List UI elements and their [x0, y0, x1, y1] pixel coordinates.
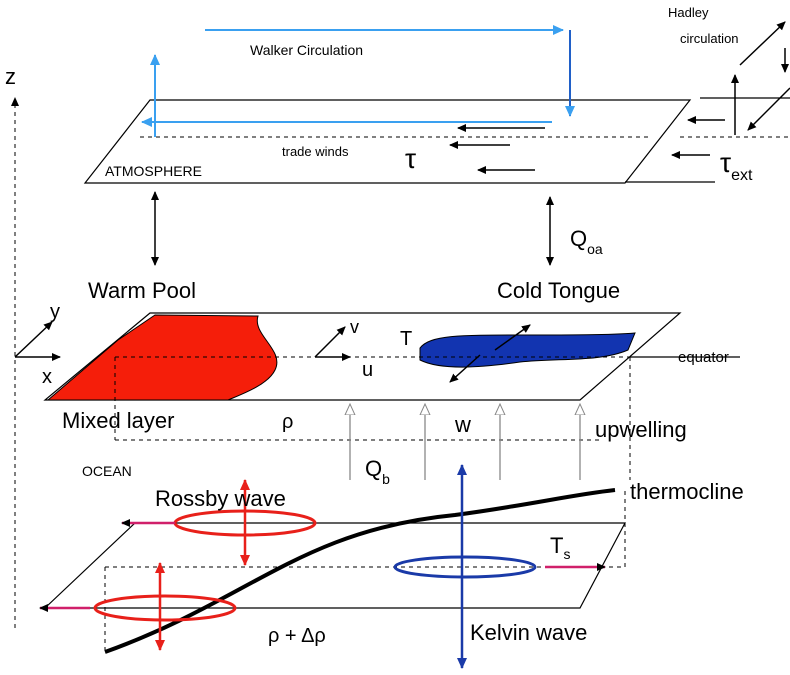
- q-b-label: Qb: [365, 456, 390, 487]
- u-label: u: [362, 359, 373, 381]
- equator-label: equator: [678, 349, 729, 366]
- t-label: T: [400, 328, 412, 350]
- w-label: w: [454, 412, 471, 437]
- axis-label: x: [42, 366, 52, 388]
- walker-label: Walker Circulation: [250, 42, 363, 58]
- v-label: v: [350, 317, 359, 337]
- axis-label: y: [50, 301, 60, 323]
- rho-label: ρ: [282, 411, 293, 433]
- hadley-label: circulation: [680, 31, 739, 46]
- warm-pool-label: Warm Pool: [88, 278, 196, 303]
- symbol: T: [550, 533, 563, 558]
- diagram: Walker Circulation Hadley circulation z …: [0, 0, 790, 675]
- subscript: s: [563, 546, 570, 562]
- rossby-label: Rossby wave: [155, 486, 286, 511]
- tau-ext-label: τext: [720, 147, 753, 184]
- upwelling-label: upwelling: [595, 417, 687, 442]
- subscript: oa: [587, 241, 603, 257]
- t-s-label: Ts: [550, 533, 570, 562]
- thermocline-label: thermocline: [630, 479, 744, 504]
- labels: Walker Circulation Hadley circulation z …: [5, 5, 753, 647]
- cold-tongue-label: Cold Tongue: [497, 278, 620, 303]
- tau-label: τ: [405, 143, 416, 174]
- q-oa-label: Qoa: [570, 226, 603, 257]
- kelvin-label: Kelvin wave: [470, 620, 587, 645]
- symbol: τ: [720, 147, 731, 178]
- mixed-layer-label: Mixed layer: [62, 408, 174, 433]
- atmosphere-label: ATMOSPHERE: [105, 163, 202, 179]
- symbol: Q: [570, 226, 587, 251]
- ocean-label: OCEAN: [82, 463, 132, 479]
- trade-winds-label: trade winds: [282, 144, 349, 159]
- hadley-label: Hadley: [668, 5, 709, 20]
- axis-label: z: [5, 64, 16, 89]
- subscript: ext: [731, 167, 753, 184]
- symbol: Q: [365, 456, 382, 481]
- rho-drho-label: ρ + Δρ: [268, 625, 326, 647]
- subscript: b: [382, 471, 390, 487]
